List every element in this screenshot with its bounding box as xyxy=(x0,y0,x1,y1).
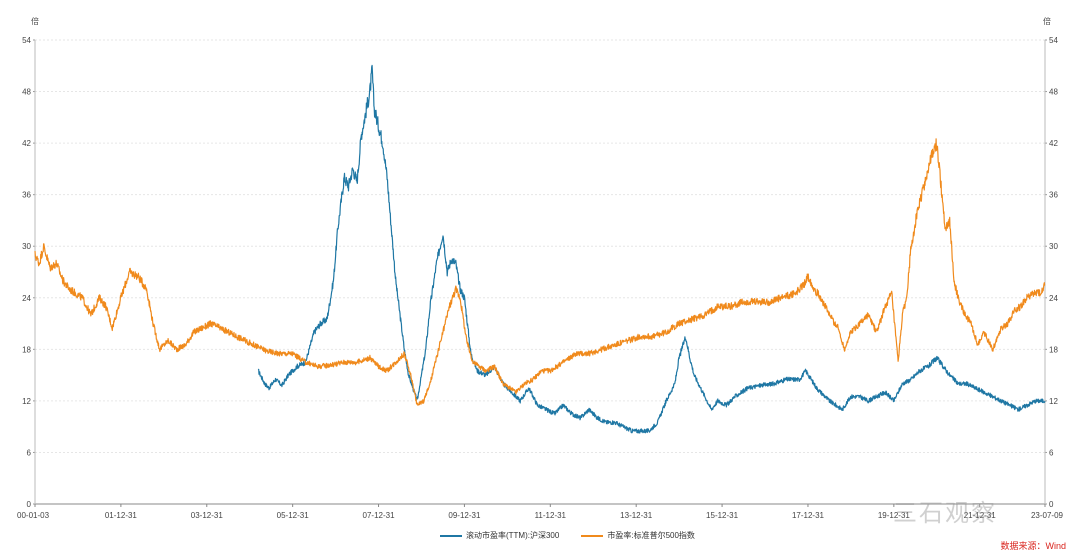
y-tick-right-0: 0 xyxy=(1049,500,1054,509)
y-tick-right-48: 48 xyxy=(1049,88,1058,97)
y-tick-right-54: 54 xyxy=(1049,36,1058,45)
y-tick-right-30: 30 xyxy=(1049,242,1058,251)
y-tick-left-30: 30 xyxy=(22,242,31,251)
y-axis-unit-left: 倍 xyxy=(31,16,39,26)
x-tick-15-12-31: 15-12-31 xyxy=(706,511,739,520)
y-tick-left-6: 6 xyxy=(27,448,32,457)
x-tick-00-01-03: 00-01-03 xyxy=(17,511,50,520)
y-tick-left-42: 42 xyxy=(22,139,31,148)
legend-swatch-sp500 xyxy=(581,534,604,537)
series-lines xyxy=(34,64,1046,434)
x-tick-17-12-31: 17-12-31 xyxy=(792,511,825,520)
y-tick-left-54: 54 xyxy=(22,36,31,45)
legend-item-sp500[interactable]: 市盈率:标准普尔500指数 xyxy=(581,530,695,541)
series-line-1 xyxy=(34,138,1046,406)
legend[interactable]: 滚动市盈率(TTM):沪深300 市盈率:标准普尔500指数 xyxy=(440,530,695,541)
y-tick-right-18: 18 xyxy=(1049,345,1058,354)
x-tick-03-12-31: 03-12-31 xyxy=(191,511,224,520)
y-tick-right-42: 42 xyxy=(1049,139,1058,148)
y-tick-right-12: 12 xyxy=(1049,397,1058,406)
y-tick-right-6: 6 xyxy=(1049,448,1054,457)
x-tick-05-12-31: 05-12-31 xyxy=(277,511,310,520)
y-tick-left-18: 18 xyxy=(22,345,31,354)
y-tick-left-36: 36 xyxy=(22,191,31,200)
legend-swatch-csi300 xyxy=(440,534,462,537)
x-tick-21-12-31: 21-12-31 xyxy=(964,511,997,520)
y-tick-right-36: 36 xyxy=(1049,191,1058,200)
x-tick-11-12-31: 11-12-31 xyxy=(535,511,567,520)
y-tick-left-48: 48 xyxy=(22,88,31,97)
x-tick-07-12-31: 07-12-31 xyxy=(363,511,396,520)
watermark: 三石观察 xyxy=(893,499,997,527)
x-tick-09-12-31: 09-12-31 xyxy=(448,511,481,520)
y-tick-left-0: 0 xyxy=(27,500,32,509)
series-line-0 xyxy=(257,64,1046,434)
y-axis-unit-right: 倍 xyxy=(1043,16,1051,26)
y-tick-right-24: 24 xyxy=(1049,294,1058,303)
y-tick-left-12: 12 xyxy=(22,397,31,406)
legend-item-csi300[interactable]: 滚动市盈率(TTM):沪深300 xyxy=(440,530,559,541)
legend-label-sp500: 市盈率:标准普尔500指数 xyxy=(607,531,695,540)
y-tick-left-24: 24 xyxy=(22,294,31,303)
x-tick-23-07-09: 23-07-09 xyxy=(1031,511,1064,520)
x-tick-01-12-31: 01-12-31 xyxy=(105,511,138,520)
legend-label-csi300: 滚动市盈率(TTM):沪深300 xyxy=(466,531,560,540)
gridlines xyxy=(35,39,1045,453)
axes: 0 0 6 6 12 12 18 18 24 24 30 30 36 36 42 42 48 48 54 54 00-0… xyxy=(17,36,1064,520)
x-tick-19-12-31: 19-12-31 xyxy=(878,511,911,520)
data-source-note: 数据来源：Wind xyxy=(1000,541,1066,551)
x-tick-13-12-31: 13-12-31 xyxy=(620,511,653,520)
